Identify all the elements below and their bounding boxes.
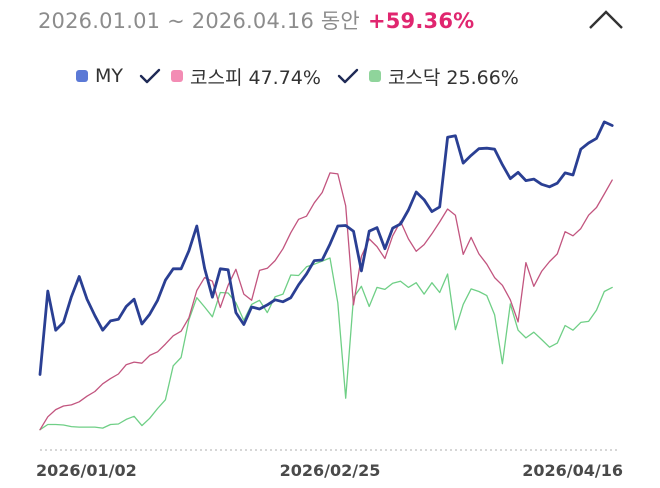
checkmark-icon[interactable] (139, 67, 161, 85)
x-tick-label: 2026/04/16 (522, 461, 623, 480)
legend-item-my[interactable]: MY (76, 65, 123, 87)
series-line-my (38, 120, 614, 376)
legend-dot-kosdaq (368, 70, 381, 82)
legend-label-kosdaq: 코스닥 25.66% (387, 66, 519, 89)
series-line-kospi (39, 172, 613, 431)
legend-item-kosdaq[interactable]: 코스닥 25.66% (368, 63, 519, 90)
x-tick-label: 2026/01/02 (36, 461, 137, 480)
legend-label-my: MY (95, 65, 123, 87)
checkmark-icon[interactable] (337, 67, 359, 85)
legend-dot-my (76, 70, 88, 82)
collapse-button[interactable] (584, 4, 628, 34)
x-tick-label: 2026/02/25 (280, 461, 381, 480)
period-summary: 2026.01.01 ~ 2026.04.16 동안 +59.36% (38, 5, 474, 35)
total-return: +59.36% (367, 9, 475, 33)
legend-dot-kospi (171, 70, 183, 82)
chart-legend: MY 코스피 47.74% 코스닥 25.66% (76, 62, 519, 90)
legend-item-kospi[interactable]: 코스피 47.74% (171, 63, 321, 90)
header: 2026.01.01 ~ 2026.04.16 동안 +59.36% (0, 0, 660, 44)
legend-label-kospi: 코스피 47.74% (190, 66, 321, 89)
chevron-up-icon (589, 10, 623, 29)
series-line-kosdaq (39, 257, 613, 431)
period-range: 2026.01.01 ~ 2026.04.16 동안 (38, 9, 360, 33)
